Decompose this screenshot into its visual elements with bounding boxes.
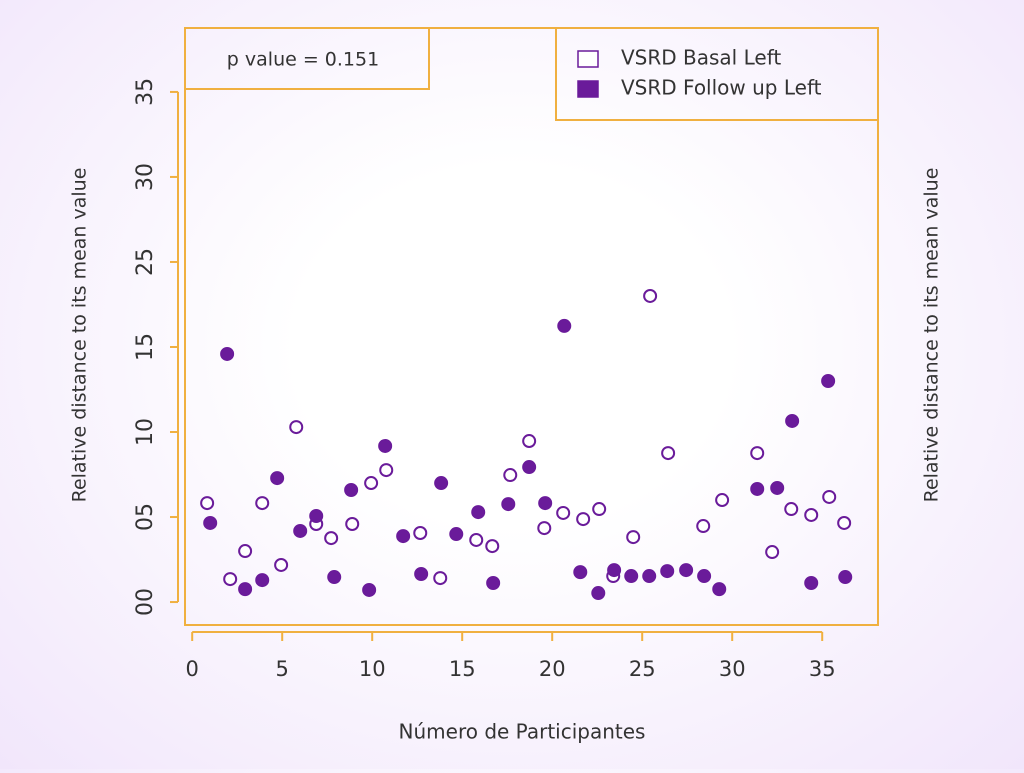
data-point: [289, 420, 304, 435]
y-axis-label-right: Relative distance to its mean value: [921, 168, 943, 503]
data-point: [557, 318, 572, 333]
data-point: [624, 569, 639, 584]
data-point: [626, 530, 641, 545]
data-point: [433, 571, 448, 586]
data-point: [642, 569, 657, 584]
data-point: [770, 480, 785, 495]
data-point: [592, 502, 607, 517]
plot-frame: [184, 27, 879, 626]
x-tick-label: 30: [719, 657, 746, 681]
legend-swatch: [577, 50, 599, 68]
data-point: [503, 468, 518, 483]
legend-label: VSRD Follow up Left: [621, 76, 822, 100]
y-tick-label: 05: [133, 503, 158, 531]
data-point: [485, 539, 500, 554]
data-point: [697, 569, 712, 584]
data-point: [293, 523, 308, 538]
data-point: [364, 476, 379, 491]
data-point: [785, 413, 800, 428]
data-point: [471, 505, 486, 520]
data-point: [501, 497, 516, 512]
data-point: [270, 471, 285, 486]
data-point: [661, 446, 676, 461]
data-point: [538, 496, 553, 511]
annotation-box: [184, 27, 430, 90]
data-point: [344, 482, 359, 497]
data-point: [255, 573, 270, 588]
data-point: [522, 460, 537, 475]
data-point: [591, 586, 606, 601]
data-point: [274, 557, 289, 572]
data-point: [362, 582, 377, 597]
data-point: [469, 532, 484, 547]
x-tick-label: 10: [359, 657, 386, 681]
data-point: [203, 515, 218, 530]
data-point: [838, 570, 853, 585]
data-point: [573, 565, 588, 580]
y-tick-label: 25: [133, 248, 158, 276]
legend-label: VSRD Basal Left: [621, 46, 781, 70]
data-point: [220, 346, 235, 361]
data-point: [238, 544, 253, 559]
data-point: [486, 576, 501, 591]
x-tick-label: 20: [539, 657, 566, 681]
data-point: [765, 545, 780, 560]
data-point: [784, 502, 799, 517]
data-point: [804, 507, 819, 522]
data-point: [750, 481, 765, 496]
data-point: [378, 438, 393, 453]
data-point: [309, 509, 324, 524]
data-point: [576, 512, 591, 527]
data-point: [434, 476, 449, 491]
data-point: [715, 493, 730, 508]
data-point: [750, 446, 765, 461]
y-tick-label: 35: [133, 78, 158, 106]
data-point: [821, 373, 836, 388]
x-tick-label: 35: [809, 657, 836, 681]
x-tick-label: 25: [629, 657, 656, 681]
data-point: [522, 434, 537, 449]
data-point: [449, 527, 464, 542]
data-point: [696, 519, 711, 534]
y-tick-label: 15: [133, 333, 158, 361]
data-point: [822, 489, 837, 504]
data-point: [607, 563, 622, 578]
data-point: [660, 564, 675, 579]
data-point: [837, 515, 852, 530]
data-point: [200, 496, 215, 511]
annotation: p value = 0.151: [227, 49, 379, 71]
data-point: [712, 582, 727, 597]
y-tick-label: 00: [133, 588, 158, 616]
y-axis-label: Relative distance to its mean value: [69, 168, 91, 503]
x-tick-label: 0: [186, 657, 199, 681]
data-point: [414, 566, 429, 581]
data-point: [223, 572, 238, 587]
x-tick-label: 5: [276, 657, 289, 681]
data-point: [324, 531, 339, 546]
data-point: [345, 516, 360, 531]
data-point: [379, 463, 394, 478]
data-point: [537, 521, 552, 536]
y-tick-label: 30: [133, 163, 158, 191]
legend-swatch: [577, 80, 599, 98]
data-point: [238, 582, 253, 597]
legend-box: [555, 27, 879, 121]
x-axis-label: Número de Participantes: [399, 720, 646, 744]
data-point: [413, 526, 428, 541]
data-point: [327, 570, 342, 585]
data-point: [679, 563, 694, 578]
data-point: [255, 496, 270, 511]
data-point: [643, 288, 658, 303]
x-tick-label: 15: [449, 657, 476, 681]
data-point: [804, 576, 819, 591]
data-point: [396, 529, 411, 544]
data-point: [556, 505, 571, 520]
y-tick-label: 10: [133, 418, 158, 446]
